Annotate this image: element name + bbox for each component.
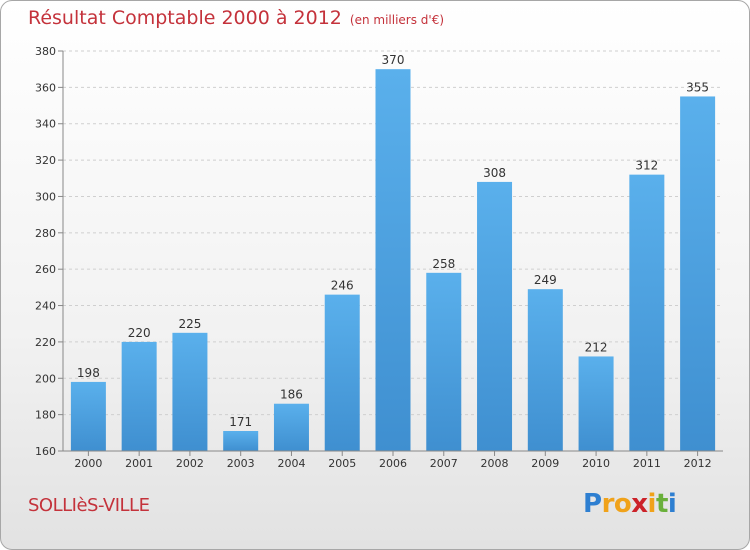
data-label-2010: 212: [585, 340, 608, 354]
data-label-2008: 308: [483, 166, 506, 180]
logo-letter: r: [601, 489, 615, 519]
y-tick-label: 300: [35, 190, 56, 203]
logo-letter: i: [647, 489, 657, 519]
x-tick-label: 2008: [481, 457, 509, 470]
y-tick-label: 180: [35, 409, 56, 422]
logo-letter: i: [667, 489, 677, 519]
bar-2011: [629, 174, 665, 452]
x-tick-label: 2010: [582, 457, 610, 470]
x-tick-label: 2004: [277, 457, 305, 470]
x-tick-label: 2002: [176, 457, 204, 470]
y-tick-label: 340: [35, 118, 56, 131]
chart-subtitle: (en milliers d'€): [349, 13, 445, 27]
bar-2002: [172, 332, 208, 451]
y-tick-label: 260: [35, 263, 56, 276]
logo-letter: P: [583, 489, 602, 519]
data-label-2002: 225: [178, 317, 201, 331]
data-label-2000: 198: [77, 366, 100, 380]
bar-2005: [324, 294, 360, 451]
data-label-2006: 370: [382, 53, 405, 67]
data-label-2012: 355: [686, 80, 709, 94]
logo-letter: x: [631, 489, 648, 519]
data-label-2004: 186: [280, 388, 303, 402]
y-tick-label: 320: [35, 154, 56, 167]
bar-2001: [121, 341, 157, 451]
bar-2008: [477, 181, 513, 451]
bar-2004: [273, 403, 309, 451]
data-label-2003: 171: [229, 415, 252, 429]
bar-2006: [375, 69, 411, 451]
y-tick-label: 360: [35, 81, 56, 94]
y-tick-label: 200: [35, 372, 56, 385]
bar-2007: [426, 272, 462, 451]
data-label-2001: 220: [128, 326, 151, 340]
bar-2003: [223, 431, 259, 451]
proxiti-logo: Proxiti: [583, 489, 677, 519]
x-tick-label: 2007: [430, 457, 458, 470]
commune-name: SOLLIèS-VILLE: [28, 495, 150, 516]
y-tick-label: 280: [35, 227, 56, 240]
logo-letter: o: [613, 489, 632, 519]
y-tick-label: 220: [35, 336, 56, 349]
bar-2009: [527, 289, 563, 451]
x-tick-label: 2003: [227, 457, 255, 470]
x-tick-label: 2012: [684, 457, 712, 470]
y-tick-label: 240: [35, 300, 56, 313]
chart-title: Résultat Comptable 2000 à 2012 (en millie…: [28, 7, 444, 29]
x-tick-label: 2006: [379, 457, 407, 470]
data-label-2009: 249: [534, 273, 557, 287]
y-tick-label: 380: [35, 45, 56, 58]
x-tick-label: 2011: [633, 457, 661, 470]
x-tick-label: 2001: [125, 457, 153, 470]
x-tick-label: 2005: [328, 457, 356, 470]
y-tick-label: 160: [35, 445, 56, 458]
data-label-2005: 246: [331, 279, 354, 293]
chart-title-text: Résultat Comptable 2000 à 2012: [28, 7, 342, 29]
data-label-2011: 312: [635, 159, 658, 173]
bar-2010: [578, 356, 614, 451]
bar-2012: [680, 96, 716, 452]
bar-2000: [70, 381, 106, 451]
logo-letter: t: [655, 489, 668, 519]
x-tick-label: 2000: [74, 457, 102, 470]
x-tick-label: 2009: [531, 457, 559, 470]
data-label-2007: 258: [432, 257, 455, 271]
